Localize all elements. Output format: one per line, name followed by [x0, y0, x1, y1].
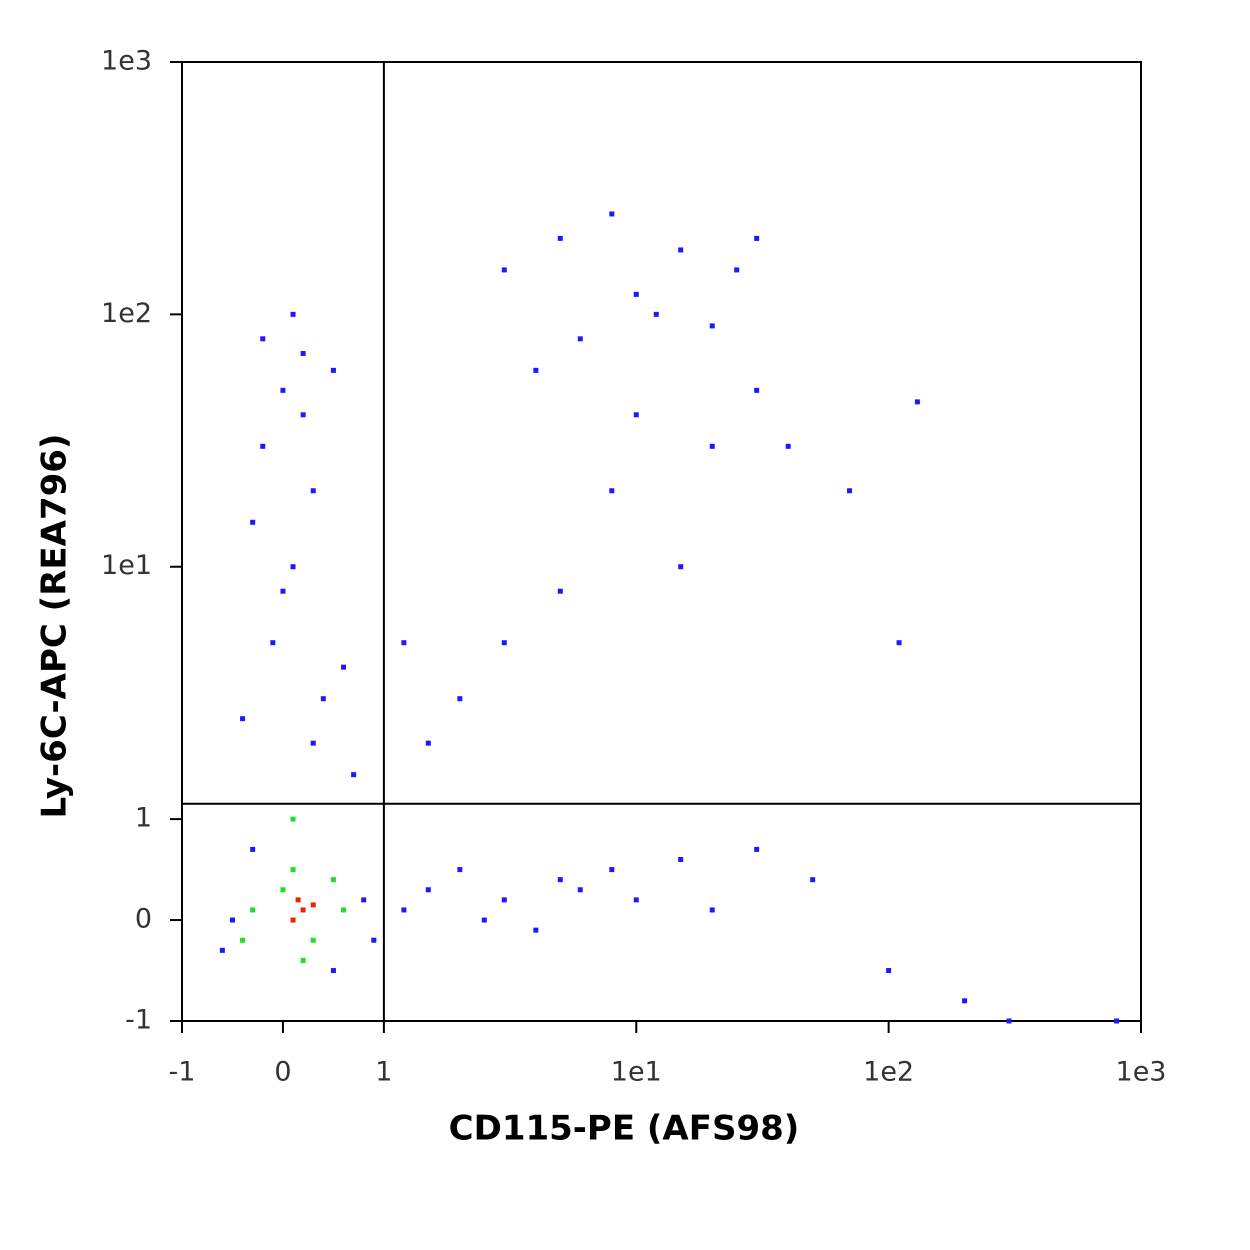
data-point — [501, 897, 507, 903]
data-point — [653, 311, 659, 317]
x-axis-title: CD115-PE (AFS98) — [449, 1109, 800, 1149]
data-point — [633, 412, 639, 418]
data-point — [1114, 1018, 1120, 1024]
data-point — [320, 696, 326, 702]
y-tick-label: 1e1 — [101, 550, 152, 581]
data-point — [300, 350, 306, 356]
data-point — [290, 867, 296, 873]
data-point — [240, 937, 246, 943]
data-point — [310, 488, 316, 494]
data-point — [425, 887, 431, 893]
data-point — [457, 867, 463, 873]
y-axis-title: Ly-6C-APC (REA796) — [35, 434, 75, 819]
data-point — [709, 907, 715, 913]
data-point — [734, 267, 740, 273]
data-point — [401, 640, 407, 646]
data-point — [270, 640, 276, 646]
data-point — [330, 877, 336, 883]
data-point — [351, 772, 357, 778]
data-point — [533, 367, 539, 373]
data-point — [250, 846, 256, 852]
data-point — [290, 816, 296, 822]
data-point — [785, 443, 791, 449]
data-point — [310, 740, 316, 746]
data-point — [577, 887, 583, 893]
data-point — [330, 968, 336, 974]
y-tick-label: 0 — [135, 904, 152, 935]
data-point — [341, 907, 347, 913]
data-point — [557, 588, 563, 594]
data-point — [914, 399, 920, 405]
x-tick-label: -1 — [169, 1057, 196, 1088]
data-point — [290, 564, 296, 570]
data-point — [300, 907, 306, 913]
data-point — [229, 917, 235, 923]
data-point — [609, 488, 615, 494]
data-point — [557, 877, 563, 883]
data-point — [280, 887, 286, 893]
data-point — [341, 664, 347, 670]
x-tick-label: 1e1 — [611, 1057, 662, 1088]
data-point — [371, 937, 377, 943]
data-point — [1006, 1018, 1012, 1024]
data-point — [609, 211, 615, 217]
data-point — [609, 867, 615, 873]
data-point — [240, 716, 246, 722]
data-point — [754, 846, 760, 852]
data-point — [310, 937, 316, 943]
data-point — [847, 488, 853, 494]
data-point — [401, 907, 407, 913]
data-point — [260, 443, 266, 449]
data-point — [557, 235, 563, 241]
y-tick-label: 1e2 — [101, 298, 152, 329]
x-tick-label: 1 — [375, 1057, 392, 1088]
data-point — [300, 412, 306, 418]
data-point — [501, 267, 507, 273]
data-point — [886, 968, 892, 974]
data-point — [577, 336, 583, 342]
data-point — [310, 902, 316, 908]
data-point — [678, 856, 684, 862]
data-point — [290, 917, 296, 923]
data-point — [361, 897, 367, 903]
data-point — [457, 696, 463, 702]
data-point — [481, 917, 487, 923]
data-point — [754, 235, 760, 241]
data-point — [219, 947, 225, 953]
data-point — [962, 998, 968, 1004]
data-point — [330, 367, 336, 373]
data-point — [250, 519, 256, 525]
data-point — [425, 740, 431, 746]
x-tick-label: 1e3 — [1116, 1057, 1167, 1088]
data-point — [896, 640, 902, 646]
y-tick-label: 1 — [135, 803, 152, 834]
plot-frame — [181, 61, 1142, 1022]
data-point — [260, 336, 266, 342]
y-tick-label: 1e3 — [101, 46, 152, 77]
x-tick-label: 0 — [274, 1057, 291, 1088]
y-tick-label: -1 — [125, 1005, 152, 1036]
data-point — [810, 877, 816, 883]
data-point — [754, 387, 760, 393]
data-point — [678, 564, 684, 570]
data-point — [290, 311, 296, 317]
x-tick-label: 1e2 — [863, 1057, 914, 1088]
data-point — [709, 323, 715, 329]
data-point — [250, 907, 256, 913]
data-point — [280, 387, 286, 393]
data-point — [633, 897, 639, 903]
data-point — [678, 247, 684, 253]
data-point — [709, 443, 715, 449]
data-point — [633, 291, 639, 297]
data-point — [295, 897, 301, 903]
data-point — [533, 927, 539, 933]
data-point — [300, 957, 306, 963]
data-point — [280, 588, 286, 594]
data-point — [501, 640, 507, 646]
